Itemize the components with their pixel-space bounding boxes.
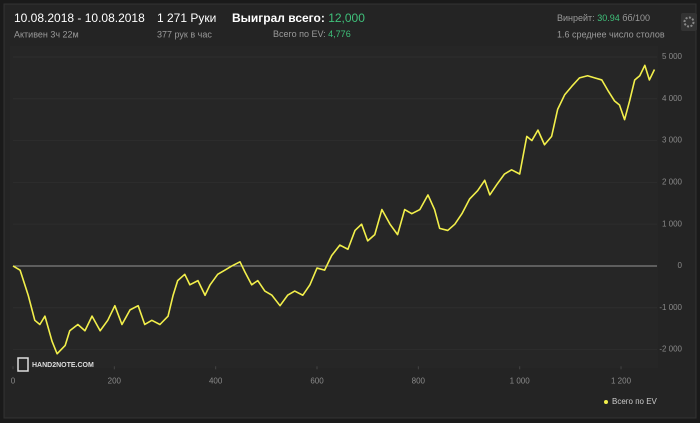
y-tick-label: 4 000 — [662, 94, 683, 103]
ev-value: 4,776 — [328, 29, 351, 39]
y-tick-label: 3 000 — [662, 136, 683, 145]
x-tick-label: 800 — [412, 376, 426, 385]
header: 10.08.2018 - 10.08.2018 Активен 3ч 22м 1… — [14, 11, 697, 39]
winrate-unit: бб/100 — [622, 13, 650, 23]
won-value: 12,000 — [328, 11, 365, 25]
series-line — [12, 64, 656, 355]
legend-label: Всего по EV — [612, 397, 658, 406]
y-tick-label: -2 000 — [659, 345, 682, 354]
active-time: Активен 3ч 22м — [14, 29, 79, 39]
settings-button[interactable] — [681, 13, 697, 31]
x-tick-label: 1 200 — [611, 376, 632, 385]
logo-icon — [17, 357, 29, 372]
ev-label: Всего по EV: — [273, 29, 326, 39]
logo-text: HAND2NOTE.COM — [32, 362, 94, 369]
winrate-value: 30.94 — [597, 13, 620, 23]
gear-icon[interactable] — [683, 16, 695, 28]
legend-swatch — [604, 400, 608, 404]
logo: HAND2NOTE.COM — [17, 357, 94, 372]
y-tick-label: 5 000 — [662, 52, 683, 61]
y-tick-label: 2 000 — [662, 177, 683, 186]
tables: 1.6 среднее число столов — [557, 29, 665, 39]
won-total: Выиграл всего: 12,000 — [232, 11, 365, 25]
x-tick-label: 600 — [310, 376, 324, 385]
winrate: Винрейт: 30.94 бб/100 — [557, 13, 650, 23]
y-tick-label: 0 — [678, 261, 683, 270]
hands-per-hour: 377 рук в час — [157, 29, 212, 39]
x-tick-label: 0 — [11, 376, 16, 385]
winrate-label: Винрейт: — [557, 13, 595, 23]
x-tick-label: 200 — [108, 376, 122, 385]
hands: 1 271 Руки — [157, 11, 216, 25]
settings-bg[interactable] — [681, 13, 697, 31]
date-range: 10.08.2018 - 10.08.2018 — [14, 11, 145, 25]
won-label: Выиграл всего: — [232, 11, 325, 25]
x-tick-label: 1 000 — [510, 376, 531, 385]
y-tick-label: 1 000 — [662, 219, 683, 228]
ev-total: Всего по EV: 4,776 — [273, 29, 351, 39]
y-tick-label: -1 000 — [659, 303, 682, 312]
x-tick-label: 400 — [209, 376, 223, 385]
